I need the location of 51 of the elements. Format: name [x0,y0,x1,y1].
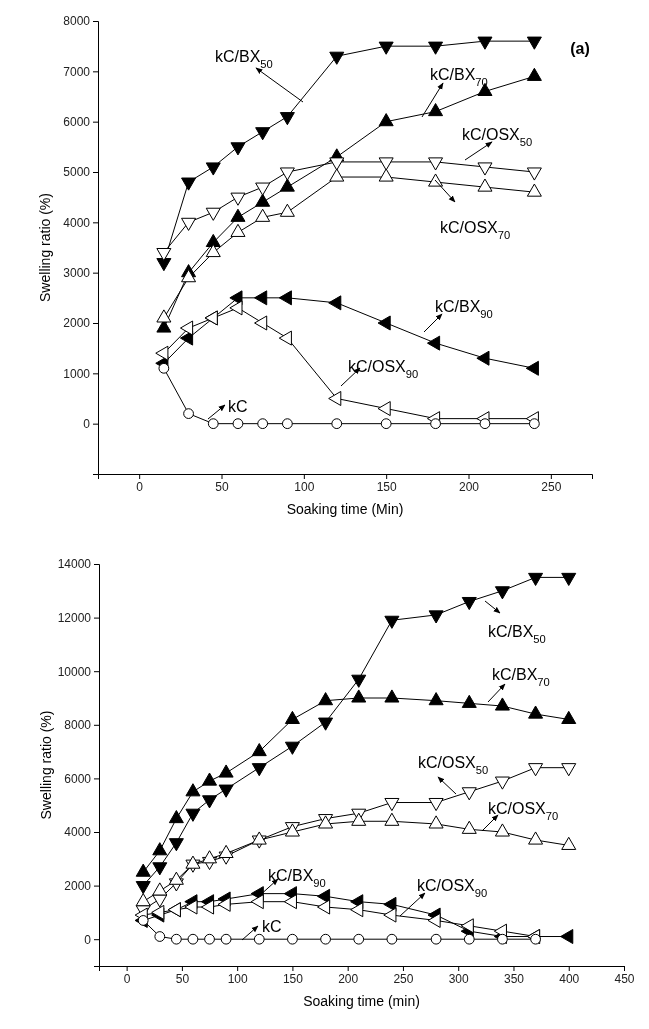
y-tick-label: 5000 [63,165,91,180]
series-label: kC/OSX$_{50}$ [462,126,533,148]
series-label: kC/BX$_{50}$ [488,623,546,645]
legend-label: kC [228,398,248,415]
x-tick-label: 250 [393,971,414,986]
x-tick-label: 150 [282,971,304,986]
y-tick-label: 1000 [63,366,91,381]
y-tick-label: 12000 [57,610,92,625]
y-tick-label: 2000 [64,878,92,893]
text: kC/BX$_{50}$ [215,48,273,70]
x-tick-label: 350 [503,971,525,986]
series-label: kC/OSX$_{50}$ [418,754,489,776]
x-tick-label: 400 [559,971,580,986]
x-tick-label: 150 [376,479,397,494]
y-tick-label: 6000 [64,771,92,786]
y-tick-label: 10000 [57,664,92,679]
y-tick-label: 3000 [63,266,91,281]
x-axis-title: Soaking time (Min) [286,501,404,517]
x-axis-title: Soaking time (min) [303,993,420,1009]
x-tick-label: 50 [175,971,190,986]
x-tick-label: 50 [215,479,229,494]
series-label: kC/OSX$_{70}$ [440,219,511,241]
x-tick-label: 250 [541,479,562,494]
y-axis-title: Swelling ratio (%) [38,710,54,820]
y-tick-label: 7000 [63,64,91,79]
y-tick-label: 14000 [57,557,92,572]
y-axis-title: Swelling ratio (%) [37,193,53,302]
x-tick-label: 0 [136,479,144,494]
legend-label: kC [262,918,282,935]
y-tick-label: 8000 [63,14,91,29]
series-label: kC/BX$_{90}$ [268,867,326,889]
y-tick-label: 6000 [63,115,91,130]
series-label: kC/BX$_{90}$ [435,298,493,320]
x-tick-label: 0 [123,971,131,986]
series-label: kC/BX$_{70}$ [492,666,550,688]
annotation: (a) [570,40,590,57]
series-label: kC/OSX$_{70}$ [488,800,559,822]
y-tick-label: 8000 [64,718,92,733]
x-tick-label: 300 [448,971,470,986]
y-tick-label: 0 [83,417,91,432]
y-tick-label: 4000 [63,215,91,230]
x-tick-label: 100 [227,971,248,986]
x-tick-label: 450 [614,971,635,986]
y-tick-label: 0 [84,932,92,947]
y-tick-label: 2000 [63,316,91,331]
x-tick-label: 200 [458,479,480,494]
y-tick-label: 4000 [64,825,92,840]
x-tick-label: 200 [338,971,359,986]
series-label: kC/OSX$_{90}$ [348,358,419,380]
x-tick-label: 100 [294,479,315,494]
series-label: kC/OSX$_{90}$ [417,877,488,899]
